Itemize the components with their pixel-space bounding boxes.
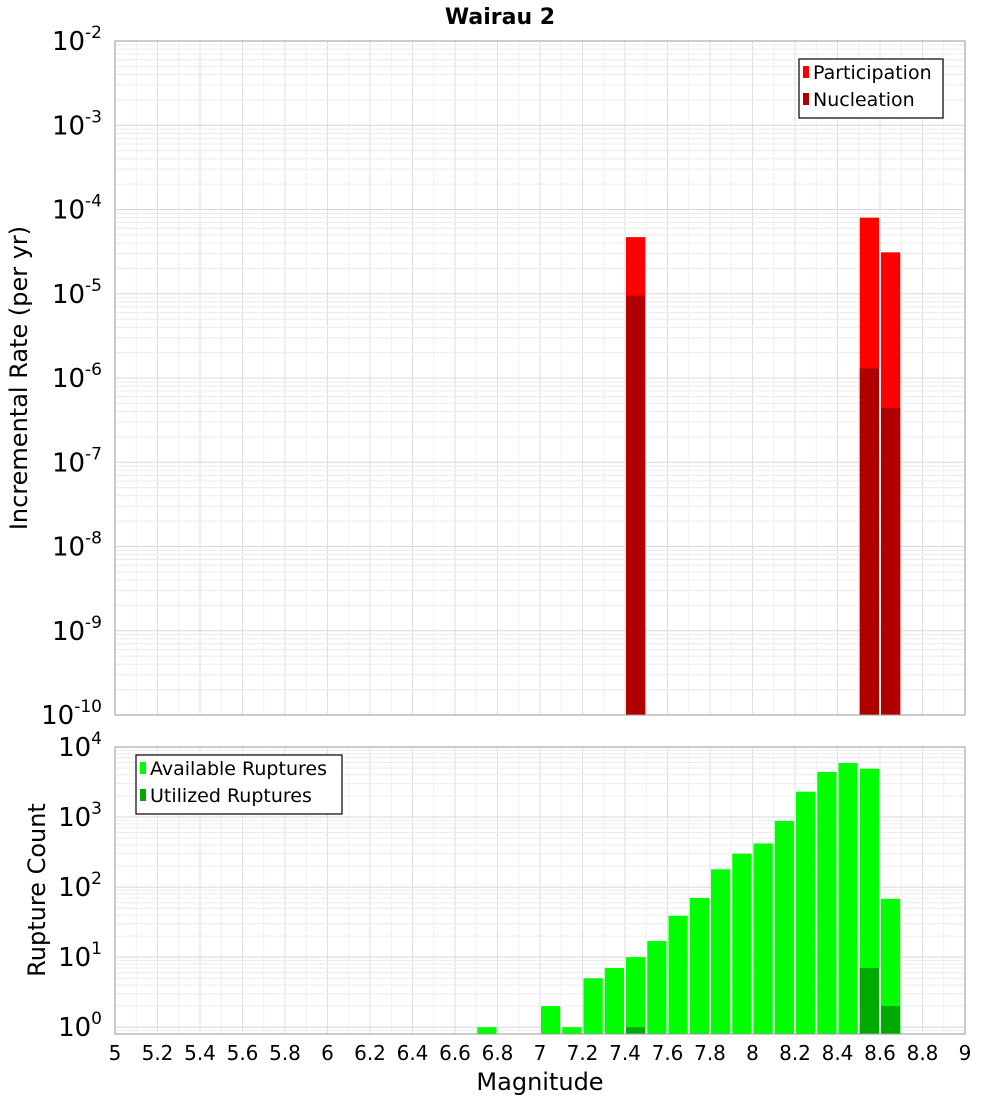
x-tick-label: 6.2 <box>354 1041 386 1065</box>
count-bar-available-ruptures <box>626 957 646 1034</box>
count-bar-available-ruptures <box>647 941 667 1034</box>
legend-swatch <box>140 762 146 774</box>
rate-bar-nucleation <box>859 368 879 715</box>
x-tick-label: 6 <box>321 1041 334 1065</box>
rate-y-axis-label: Incremental Rate (per yr) <box>5 226 33 530</box>
count-bar-available-ruptures <box>689 897 709 1034</box>
x-tick-label: 8.2 <box>779 1041 811 1065</box>
count-bar-available-ruptures <box>583 978 603 1034</box>
count-bar-available-ruptures <box>541 1006 561 1034</box>
y-tick-label: 10-7 <box>52 444 102 478</box>
x-tick-label: 9 <box>959 1041 972 1065</box>
y-tick-label: 10-6 <box>52 360 102 394</box>
x-tick-label: 7.2 <box>567 1041 599 1065</box>
legend-label: Nucleation <box>813 89 915 111</box>
y-tick-label: 102 <box>58 869 102 903</box>
x-tick-label: 6.4 <box>397 1041 429 1065</box>
y-tick-label: 10-3 <box>52 107 102 141</box>
rupture-count-panel: 100 101 102 103 104 Available Ruptures Utilize… <box>58 729 971 1065</box>
y-tick-label: 10-4 <box>52 192 102 226</box>
chart-title: Wairau 2 <box>445 5 555 30</box>
legend-label: Utilized Ruptures <box>150 785 312 807</box>
legend-box <box>798 58 944 119</box>
y-tick-label: 101 <box>58 939 102 973</box>
x-tick-label: 6.6 <box>439 1041 471 1065</box>
count-bar-available-ruptures <box>732 853 752 1034</box>
x-tick-label: 8 <box>746 1041 759 1065</box>
count-bar-available-ruptures <box>477 1027 497 1034</box>
x-axis-label: Magnitude <box>476 1068 603 1096</box>
x-tick-label: 5.2 <box>142 1041 174 1065</box>
count-bar-available-ruptures <box>562 1027 582 1034</box>
y-tick-label: 10-2 <box>52 23 102 57</box>
count-bar-available-ruptures <box>774 820 794 1034</box>
legend-label: Available Ruptures <box>150 758 327 780</box>
count-bar-available-ruptures <box>838 763 858 1034</box>
x-tick-label: 8.6 <box>864 1041 896 1065</box>
rate-bar-nucleation <box>626 295 646 715</box>
x-tick-label: 5.8 <box>269 1041 301 1065</box>
x-tick-label: 6.8 <box>482 1041 514 1065</box>
count-bar-available-ruptures <box>711 869 731 1034</box>
count-bar-utilized-ruptures <box>881 1006 901 1034</box>
count-bar-available-ruptures <box>753 843 773 1034</box>
x-tick-label: 5 <box>109 1041 122 1065</box>
y-tick-label: 10-9 <box>52 613 102 647</box>
count-bar-available-ruptures <box>604 968 624 1034</box>
count-bar-utilized-ruptures <box>859 968 879 1034</box>
count-bar-available-ruptures <box>859 768 879 1034</box>
legend-swatch <box>803 66 809 78</box>
y-tick-label: 10-5 <box>52 276 102 310</box>
x-tick-label: 8.4 <box>822 1041 854 1065</box>
x-tick-label: 7.4 <box>609 1041 641 1065</box>
y-tick-label: 10-10 <box>41 697 102 731</box>
plot-frame <box>114 40 966 716</box>
x-tick-label: 8.8 <box>907 1041 939 1065</box>
x-tick-label: 7.8 <box>694 1041 726 1065</box>
rate-bar-nucleation <box>881 408 901 715</box>
count-bar-available-ruptures <box>668 915 688 1034</box>
x-tick-label: 7 <box>534 1041 547 1065</box>
x-tick-label: 7.6 <box>652 1041 684 1065</box>
y-tick-label: 103 <box>58 799 102 833</box>
y-tick-label: 104 <box>58 729 102 763</box>
x-tick-label: 5.4 <box>184 1041 216 1065</box>
legend-swatch <box>803 93 809 105</box>
rate-panel: 10-10 10-9 10-8 10-7 10-6 10-5 10-4 10-3 10-2 Par… <box>41 23 966 731</box>
y-tick-label: 100 <box>58 1009 102 1043</box>
legend-box <box>135 754 343 815</box>
count-bar-available-ruptures <box>817 771 837 1034</box>
legend-label: Participation <box>813 62 932 84</box>
plot-frame <box>114 746 966 1035</box>
count-bar-available-ruptures <box>881 898 901 1034</box>
x-tick-label: 5.6 <box>227 1041 259 1065</box>
count-bar-available-ruptures <box>796 791 816 1034</box>
count-bar-utilized-ruptures <box>626 1027 646 1034</box>
count-y-axis-label: Rupture Count <box>23 803 51 977</box>
y-tick-label: 10-8 <box>52 529 102 563</box>
legend-swatch <box>140 789 146 801</box>
